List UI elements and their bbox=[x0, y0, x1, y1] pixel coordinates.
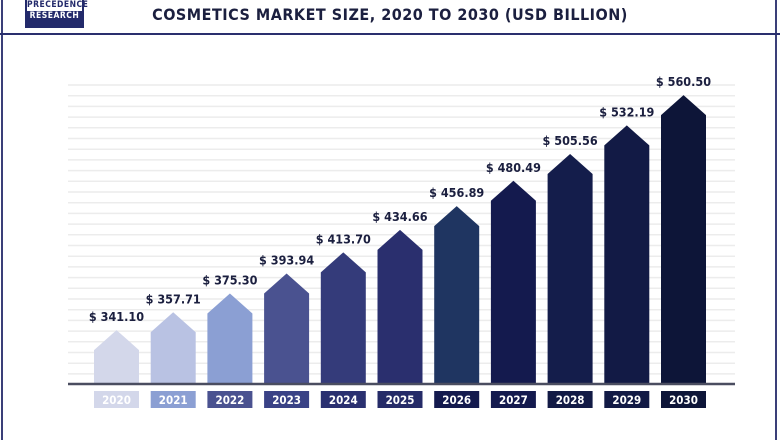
bar-2020 bbox=[94, 330, 139, 383]
bar-2021 bbox=[150, 312, 196, 383]
bar-2026 bbox=[434, 206, 480, 383]
x-tick-box bbox=[434, 391, 480, 408]
x-tick-box bbox=[661, 391, 706, 408]
logo-line2: RESEARCH bbox=[29, 11, 80, 21]
x-tick-label: 2023 bbox=[272, 393, 301, 407]
data-label: $ 505.56 bbox=[543, 133, 598, 148]
data-label: $ 393.94 bbox=[259, 252, 314, 267]
x-tick-label: 2024 bbox=[329, 393, 358, 407]
x-tick-box bbox=[320, 391, 366, 408]
data-label: $ 480.49 bbox=[486, 160, 541, 175]
data-label: $ 357.71 bbox=[146, 291, 201, 306]
bar-2025 bbox=[377, 229, 423, 383]
x-tick-label: 2030 bbox=[669, 393, 698, 407]
bar-2024 bbox=[320, 252, 366, 383]
x-tick-label: 2020 bbox=[102, 393, 131, 407]
x-tick-box bbox=[207, 391, 253, 408]
data-label: $ 532.19 bbox=[599, 104, 654, 119]
bar-2022 bbox=[207, 293, 253, 383]
x-tick-box bbox=[547, 391, 593, 408]
x-tick-box bbox=[604, 391, 650, 408]
x-tick-label: 2027 bbox=[499, 393, 528, 407]
x-tick-box bbox=[150, 391, 196, 408]
x-tick-label: 2025 bbox=[386, 393, 415, 407]
x-tick-label: 2021 bbox=[159, 393, 188, 407]
header-divider bbox=[0, 33, 780, 35]
x-tick-box bbox=[490, 391, 536, 408]
bar-2030 bbox=[661, 95, 706, 384]
x-tick-label: 2026 bbox=[442, 393, 471, 407]
bar-2029 bbox=[604, 125, 650, 384]
chart-title: COSMETICS MARKET SIZE, 2020 TO 2030 (USD… bbox=[152, 5, 628, 24]
x-tick-box bbox=[264, 391, 310, 408]
x-tick-label: 2029 bbox=[612, 393, 641, 407]
x-tick-label: 2022 bbox=[216, 393, 245, 407]
data-label: $ 413.70 bbox=[316, 231, 371, 246]
data-label: $ 341.10 bbox=[89, 309, 144, 324]
x-tick-box bbox=[94, 391, 139, 408]
bar-2027 bbox=[490, 180, 536, 383]
data-label: $ 560.50 bbox=[656, 74, 711, 89]
x-tick-label: 2028 bbox=[556, 393, 585, 407]
x-tick-box bbox=[377, 391, 423, 408]
bar-2028 bbox=[547, 153, 593, 383]
data-label: $ 456.89 bbox=[429, 185, 484, 200]
bar-2023 bbox=[264, 273, 310, 383]
logo-line1: PRECEDENCE bbox=[27, 0, 89, 11]
precedence-research-logo: PRECEDENCE RESEARCH bbox=[25, 0, 89, 28]
data-label: $ 375.30 bbox=[202, 272, 257, 287]
data-label: $ 434.66 bbox=[372, 209, 427, 224]
